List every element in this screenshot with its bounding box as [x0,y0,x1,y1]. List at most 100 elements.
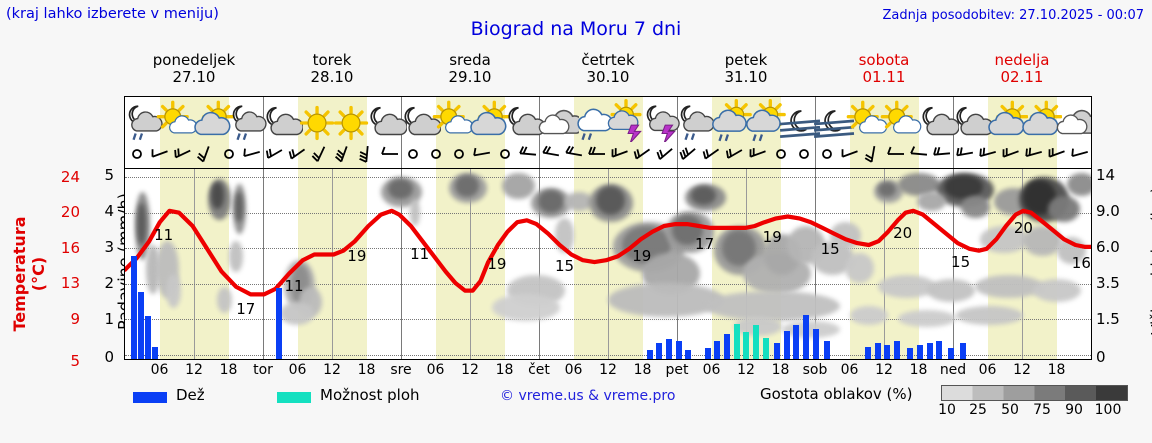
wind-barb-16 [494,143,516,165]
cloud-icon [535,98,580,142]
temperature-label-4: 11 [410,245,430,264]
wind-barb-23 [655,143,677,165]
precipitation-bar [948,348,955,359]
wind-barb-33 [885,143,907,165]
wind-barb-31 [839,143,861,165]
day-header-4: četrtek 30.10 [539,52,677,86]
day-separator-2 [401,169,402,359]
showers-legend-label: Možnost ploh [320,386,420,404]
cloud-blob [944,174,983,200]
cloud-density-scale [941,385,1128,401]
x-tick-15: pet [665,362,689,378]
day-name: petek [724,51,768,69]
cloud-height-tick-5: 0 [1096,348,1106,366]
precipitation-bar [824,341,831,359]
day-name: četrtek [581,51,635,69]
cloud-blob [501,172,535,200]
wind-barb-29 [793,143,815,165]
noon-line-7 [1022,169,1023,359]
precipitation-tick-1: 4 [104,202,114,220]
cloud-blob [210,182,225,209]
x-tick-6: 18 [357,362,376,378]
precipitation-bar [675,341,682,359]
cloud-blob [229,241,243,272]
precipitation-bar [130,256,137,359]
cloud-blob [564,191,594,211]
x-tick-9: 12 [461,362,479,378]
precipitation-bar [959,343,966,359]
cloud-blob [960,195,990,219]
sun-small-cloud-icon [880,98,924,142]
day-header-3: sreda 29.10 [401,52,539,86]
cloud-density-legend-label: Gostota oblakov (%) [760,385,913,403]
temperature-label-13: 20 [1013,218,1033,237]
cloud-blob [538,189,564,213]
day-name: nedelja [994,51,1050,69]
noon-line-4 [608,169,609,359]
cloud-blob [917,191,947,211]
x-tick-14: 18 [633,362,652,378]
cloud-height-tick-0: 14 [1096,166,1116,184]
cloud-blob [596,186,626,215]
x-tick-17: 12 [737,362,755,378]
temperature-tick-5: 5 [70,352,80,370]
precipitation-tick-2: 3 [104,238,114,256]
day-date: 02.11 [1000,68,1044,86]
x-tick-3: tor [253,362,273,378]
wind-barb-12 [402,143,424,165]
precipitation-bar [665,339,672,359]
cloud-blob [878,275,937,299]
temperature-label-6: 15 [554,256,575,275]
wind-barb-38 [1000,143,1022,165]
cloud-blob [878,182,896,198]
precipitation-bar [152,346,159,359]
precipitation-bar [723,334,730,359]
sun-small-cloud-icon [846,98,890,142]
last-update-label: Zadnja posodobitev: 27.10.2025 - 00:07 [882,8,1144,23]
x-tick-5: 12 [323,362,341,378]
precipitation-bar [793,325,800,359]
cloud-scale-tick-3: 75 [1033,402,1051,418]
temperature-label-9: 19 [762,227,782,246]
wind-barb-28 [770,143,792,165]
showers-legend-swatch [277,392,311,403]
wind-barb-25 [701,143,723,165]
cloud-blob [1047,195,1081,223]
day-header-7: nedelja 02.11 [953,52,1091,86]
x-tick-12: 06 [564,362,583,378]
cloud-blob [235,191,243,223]
temperature-tick-2: 16 [60,239,80,257]
day-header-6: sobota 01.11 [815,52,953,86]
x-tick-4: 06 [288,362,307,378]
precipitation-bar [917,344,924,359]
precipitation-bar [704,348,711,359]
cloud-blob [955,305,1024,325]
wind-barb-5 [241,143,263,165]
cloud-height-tick-2: 6.0 [1096,238,1120,256]
precipitation-bar [936,341,943,359]
cloud-blob [387,178,413,200]
precipitation-bar [733,323,740,359]
cloud-blob [691,186,717,206]
weather-icon-band [124,96,1092,168]
wind-barb-36 [954,143,976,165]
cloud-blob [671,214,703,245]
temperature-label-5: 19 [487,254,507,273]
day-date: 31.10 [724,68,768,86]
wind-barb-4 [218,143,240,165]
x-tick-13: 12 [599,362,617,378]
sun-icon [328,98,372,142]
cloud-blob [136,203,147,245]
wind-barb-32 [862,143,884,165]
cloud-blob [608,283,724,318]
cloud-blob [926,279,976,302]
wind-barb-17 [517,143,539,165]
day-separator-1 [263,169,264,359]
wind-barb-10 [356,143,378,165]
cloud-height-tick-3: 3.5 [1096,274,1120,292]
wind-barb-2 [172,143,194,165]
temperature-label-0: 17 [236,299,256,318]
copyright-link[interactable]: © vreme.us & vreme.pro [500,388,676,404]
sun-thunder-icon [604,98,648,142]
wind-barb-35 [931,143,953,165]
